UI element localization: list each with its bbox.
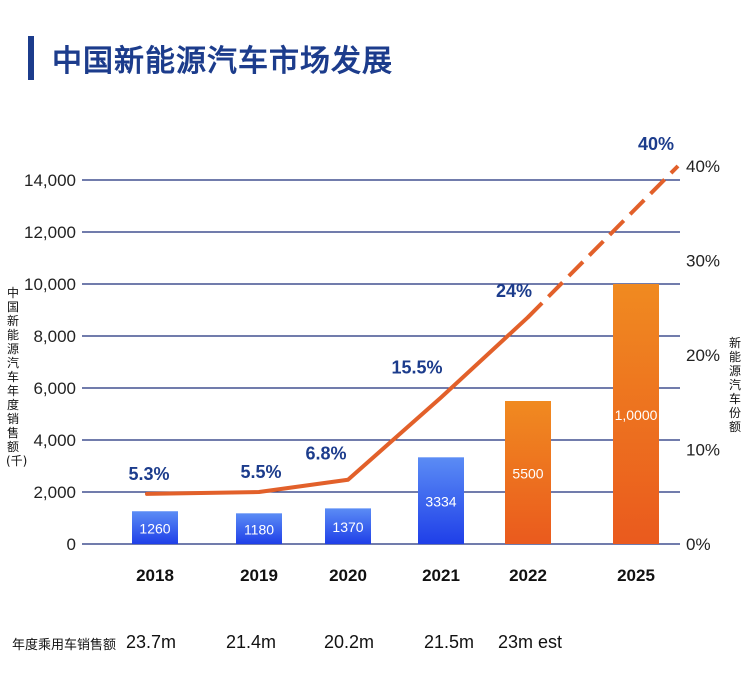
x-tick-label-2022: 2022 [509, 566, 547, 585]
bottom-value-2019: 21.4m [226, 632, 277, 652]
right-tick-label-4: 40% [686, 157, 720, 176]
bar-2018 [132, 511, 178, 544]
bar-2020 [325, 508, 371, 544]
bar-value-label-2020: 1370 [332, 519, 363, 535]
bar-value-label-2022: 5500 [512, 466, 543, 482]
share-label-2019: 5.5% [240, 462, 281, 482]
left-tick-label-7: 14,000 [24, 171, 76, 190]
bar-2022 [505, 401, 551, 544]
share-label-2020: 6.8% [305, 444, 346, 464]
bar-value-label-2018: 1260 [139, 521, 170, 537]
right-tick-label-2: 20% [686, 346, 720, 365]
share-label-2022: 24% [496, 281, 532, 301]
x-tick-label-2018: 2018 [136, 566, 174, 585]
left-tick-label-3: 6,000 [33, 379, 76, 398]
x-tick-label-2021: 2021 [422, 566, 460, 585]
share-line-projected [526, 164, 680, 319]
share-label-2025: 40% [638, 134, 674, 154]
bottom-value-2022: 23m est [498, 632, 563, 652]
left-tick-label-5: 10,000 [24, 275, 76, 294]
right-axis-title: 新能源汽车份额 [728, 336, 741, 434]
right-tick-label-0: 0% [686, 535, 711, 554]
bottom-value-2018: 23.7m [126, 632, 177, 652]
bar-2025 [613, 284, 659, 544]
bar-value-label-2025: 1,0000 [615, 407, 658, 423]
x-tick-label-2025: 2025 [617, 566, 655, 585]
left-tick-label-2: 4,000 [33, 431, 76, 450]
right-tick-label-1: 10% [686, 441, 720, 460]
left-tick-label-0: 0 [67, 535, 76, 554]
share-line-actual [145, 315, 530, 496]
page-title: 中国新能源汽车市场发展 [52, 44, 393, 79]
right-tick-label-3: 30% [686, 252, 720, 271]
bottom-row-label: 年度乘用车销售额 [12, 638, 117, 653]
bar-2019 [236, 513, 282, 544]
bar-value-label-2019: 1180 [244, 522, 274, 538]
title-accent-bar [28, 36, 34, 80]
bottom-value-2020: 20.2m [324, 632, 375, 652]
bottom-value-2021: 21.5m [424, 632, 475, 652]
x-tick-label-2019: 2019 [240, 566, 278, 585]
share-label-2021: 15.5% [391, 358, 442, 378]
bar-value-label-2021: 3334 [425, 494, 456, 510]
left-tick-label-4: 8,000 [33, 327, 76, 346]
share-label-2018: 5.3% [128, 464, 169, 484]
left-tick-label-6: 12,000 [24, 223, 76, 242]
left-axis-title: 中国新能源汽车年度销售额(千) [6, 286, 28, 468]
left-tick-label-1: 2,000 [33, 483, 76, 502]
x-tick-label-2020: 2020 [329, 566, 367, 585]
bar-2021 [418, 457, 464, 544]
